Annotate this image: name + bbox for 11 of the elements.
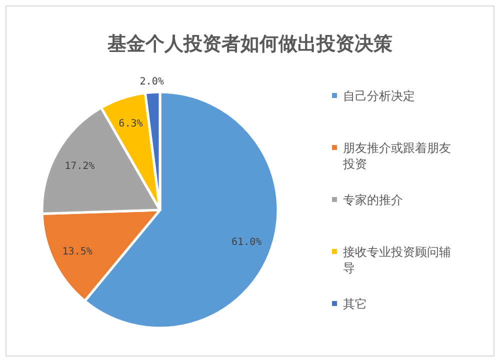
legend-label: 其它: [343, 297, 367, 311]
data-label: 17.2%: [64, 161, 95, 172]
chart-title: 基金个人投资者如何做出投资决策: [106, 33, 392, 55]
data-label: 13.5%: [62, 246, 92, 258]
legend-label: 自己分析决定: [343, 89, 415, 103]
data-label: 2.0%: [140, 76, 164, 88]
data-label: 6.3%: [118, 118, 143, 130]
data-label: 61.0%: [232, 237, 262, 248]
legend-label: 接收专业投资顾问辅导: [343, 245, 451, 275]
legend-label: 专家的推介: [343, 193, 403, 207]
legend-label: 朋友推介或跟着朋友投资: [342, 141, 451, 171]
